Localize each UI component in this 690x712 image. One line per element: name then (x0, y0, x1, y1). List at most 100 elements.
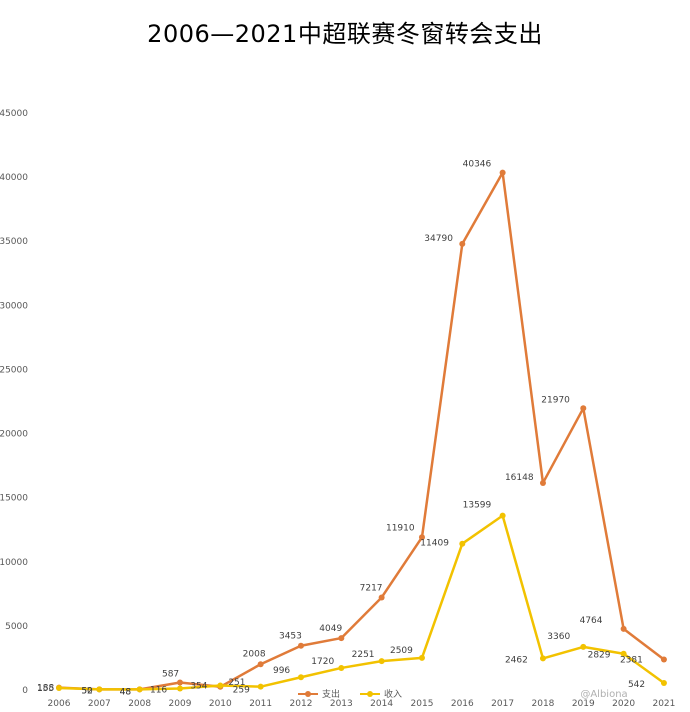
x-tick-label: 2012 (290, 699, 313, 709)
data-point (620, 650, 627, 657)
x-tick-label: 2014 (370, 699, 393, 709)
data-label: 251 (228, 678, 245, 688)
data-point (297, 642, 304, 649)
data-label: 542 (628, 680, 645, 690)
data-label: 48 (120, 687, 132, 697)
data-labels: 188 50 48 587 251 2008 3453 4049 7217 11910 34790 4… (37, 160, 645, 698)
data-point (580, 405, 587, 412)
data-label: 116 (150, 686, 167, 696)
data-point (176, 679, 183, 686)
data-label: 11409 (420, 539, 449, 549)
series-line-1 (58, 514, 665, 691)
data-label: 2251 (352, 650, 375, 660)
data-label: 2509 (390, 646, 413, 656)
y-tick-label: 40000 (0, 173, 28, 183)
y-axis: 0 5000 10000 15000 20000 25000 30000 35000 40000… (0, 109, 28, 696)
data-label: 50 (81, 686, 93, 696)
data-point (136, 686, 143, 693)
data-label: 2462 (505, 655, 528, 665)
data-label: 11910 (386, 523, 415, 533)
legend: 支出 收入 (298, 688, 402, 700)
data-point (378, 658, 385, 665)
data-point (539, 479, 546, 486)
x-tick-label: 2018 (532, 699, 555, 709)
data-label: 3453 (279, 632, 302, 642)
data-label: 188 (37, 684, 54, 694)
data-label: 21970 (541, 395, 570, 405)
data-point (418, 534, 425, 541)
data-label: 48 (120, 687, 132, 697)
data-point (660, 656, 667, 663)
x-tick-label: 2009 (169, 699, 192, 709)
data-label: 4049 (319, 624, 342, 634)
data-point (56, 685, 62, 692)
legend-marker (305, 691, 311, 697)
data-label: 16148 (505, 473, 534, 483)
x-tick-label: 2019 (572, 699, 595, 709)
legend-label: 收入 (384, 688, 402, 700)
series-layer (56, 169, 667, 693)
data-label: 52 (81, 686, 92, 696)
data-point (459, 540, 466, 547)
x-tick-label: 2016 (451, 699, 474, 709)
data-point (338, 635, 345, 642)
data-label: 155 (37, 684, 54, 694)
x-tick-label: 2020 (612, 699, 635, 709)
data-point (378, 594, 385, 601)
data-point (257, 683, 264, 690)
y-tick-label: 25000 (0, 365, 28, 375)
watermark: @Albiona (580, 689, 627, 700)
legend-label: 支出 (322, 688, 340, 700)
data-label: 2008 (243, 649, 266, 659)
x-axis: 2006 2007 2008 2009 2010 2011 2012 2013 2014 2015… (48, 699, 676, 709)
x-tick-label: 2013 (330, 699, 353, 709)
x-tick-label: 2010 (209, 699, 232, 709)
y-tick-label: 30000 (0, 301, 28, 311)
data-point (217, 682, 224, 689)
data-point (96, 686, 103, 693)
x-tick-label: 2006 (48, 699, 71, 709)
data-point (418, 654, 425, 661)
y-tick-label: 35000 (0, 237, 28, 247)
data-point (297, 674, 304, 681)
x-tick-label: 2021 (652, 699, 675, 709)
data-point (660, 680, 667, 687)
x-tick-label: 2017 (491, 699, 514, 709)
data-label: 7217 (360, 583, 383, 593)
y-tick-label: 10000 (0, 558, 28, 568)
data-label: 996 (273, 666, 290, 676)
data-point (338, 664, 345, 671)
series-line-0 (58, 171, 665, 691)
x-tick-label: 2015 (411, 699, 434, 709)
x-tick-label: 2011 (249, 699, 272, 709)
data-label: 2381 (620, 655, 643, 665)
data-point (580, 643, 587, 650)
y-tick-label: 15000 (0, 494, 28, 504)
data-point (499, 169, 506, 176)
y-tick-label: 0 (22, 686, 28, 696)
y-tick-label: 20000 (0, 430, 28, 440)
data-label: 259 (233, 686, 250, 696)
data-label: 34790 (424, 234, 453, 244)
data-point (539, 655, 546, 662)
y-tick-label: 45000 (0, 109, 28, 119)
data-point (459, 240, 466, 247)
data-point (257, 661, 264, 668)
data-point (620, 625, 627, 632)
data-point (499, 512, 506, 519)
x-tick-label: 2008 (128, 699, 151, 709)
data-label: 354 (190, 681, 207, 691)
legend-marker (367, 691, 373, 697)
y-tick-label: 5000 (5, 622, 28, 632)
data-label: 3360 (547, 632, 570, 642)
data-label: 4764 (580, 616, 603, 626)
x-tick-label: 2007 (88, 699, 111, 709)
data-label: 40346 (463, 160, 492, 170)
chart-title: 2006—2021中超联赛冬窗转会支出 (147, 20, 543, 48)
data-label: 1720 (311, 657, 334, 667)
data-point (176, 685, 183, 692)
data-label: 587 (162, 669, 179, 679)
data-label: 2829 (588, 651, 611, 661)
data-label: 13599 (463, 501, 492, 511)
